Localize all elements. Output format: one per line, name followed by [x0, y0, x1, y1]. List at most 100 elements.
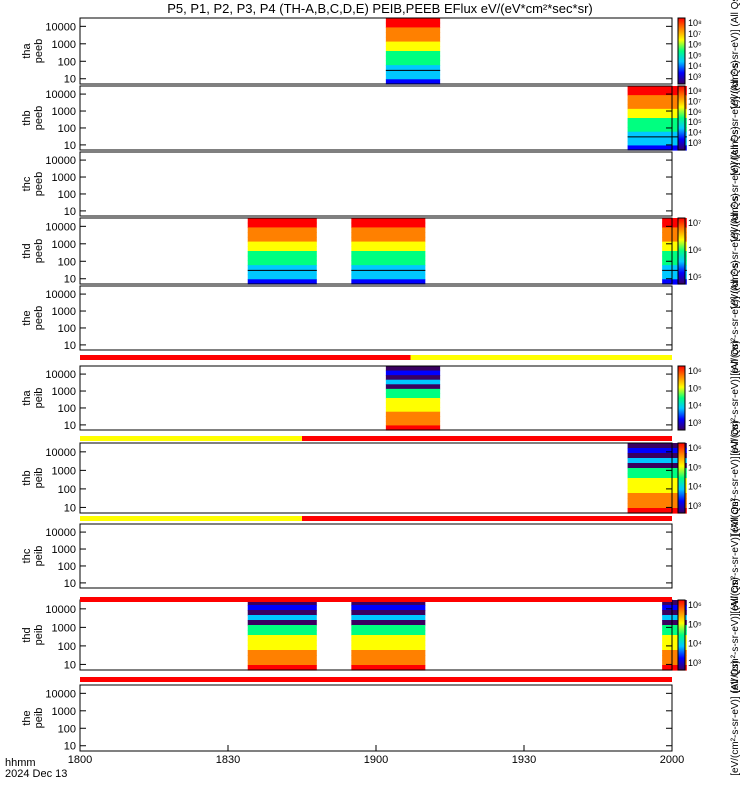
spectrogram-band — [385, 27, 441, 33]
colorbar-tick-label: 10⁶ — [688, 107, 702, 117]
spectrogram-band — [662, 222, 687, 229]
status-bar-segment — [302, 436, 672, 441]
spectrogram-band — [351, 610, 426, 616]
y-tick-label: 1000 — [52, 465, 76, 477]
y-tick-label: 1000 — [52, 306, 76, 318]
spectrogram-band — [351, 265, 426, 271]
y-axis-label-probe: thb — [21, 110, 33, 125]
spectrogram-band — [351, 236, 426, 243]
y-tick-label: 100 — [58, 256, 76, 268]
colorbar — [677, 599, 686, 671]
spectrogram-band — [627, 86, 687, 92]
spectrogram-band — [247, 645, 317, 651]
spectrogram-band — [247, 222, 317, 229]
spectrogram-band — [351, 227, 426, 233]
spectrogram-band — [351, 251, 426, 257]
panel-thb-peib: 10 100 1000 10000 thb peib 10⁶ 10⁵ 10⁴ 10³ [eV/(cm… — [21, 420, 741, 536]
x-tick-label: 1830 — [216, 754, 240, 766]
spectrogram-band — [247, 665, 317, 671]
spectrogram-band — [351, 605, 426, 611]
colorbar-label: [eV/(cm²-s-sr-eV)] (All Qs) — [730, 420, 741, 536]
panel-frame — [79, 85, 673, 151]
colorbar-tick-label: 10⁴ — [688, 639, 702, 649]
colorbar-tick-label: 10⁴ — [688, 128, 702, 138]
colorbar-label: [eV/(cm²-s-sr-eV)] (All Qs) — [730, 577, 741, 693]
spectrogram-band — [385, 36, 441, 43]
spectrogram-band — [627, 108, 687, 115]
colorbar-tick-label: 10⁵ — [688, 619, 702, 629]
colorbar-tick-label: 10⁵ — [688, 117, 702, 127]
spectrogram-band — [351, 640, 426, 646]
y-tick-label: 100 — [58, 403, 76, 415]
y-tick-label: 1000 — [52, 386, 76, 398]
y-axis-label-product: peib — [33, 468, 45, 489]
panel-thc-peeb: 10 100 1000 10000 thc peeb [eV/(cm²-s-sr-eV)] … — [21, 126, 741, 242]
spectrogram-band — [247, 246, 317, 252]
spectrogram-band — [247, 227, 317, 233]
colorbar-tick-label: 10⁶ — [688, 40, 702, 50]
spectrogram-band — [385, 74, 441, 80]
colorbar — [677, 17, 686, 85]
y-tick-label: 10 — [64, 502, 76, 514]
spectrogram-band — [247, 265, 317, 271]
y-tick-label: 1000 — [52, 239, 76, 251]
spectrogram-band — [247, 615, 317, 621]
y-tick-label: 1000 — [52, 622, 76, 634]
colorbar-tick-label: 10³ — [688, 658, 701, 668]
spectrogram-band — [247, 260, 317, 266]
spectrogram-band — [385, 398, 441, 404]
spectrogram-band — [385, 407, 441, 413]
spectrogram-band — [351, 218, 426, 224]
spectrogram-band — [662, 630, 687, 636]
colorbar-label: [eV/(cm²-s-sr-eV)] (All Qs) — [730, 0, 741, 109]
panel-tha-peib: 10 100 1000 10000 tha peib 10⁶ 10⁵ 10⁴ 10³ [eV/(cm… — [21, 340, 741, 456]
spectrogram-band — [351, 246, 426, 252]
x-tick-label: 2000 — [660, 754, 684, 766]
status-bar-segment — [80, 355, 411, 360]
spectrogram-band — [662, 640, 687, 646]
y-axis-label-product: peeb — [33, 39, 45, 63]
y-tick-label: 1000 — [52, 39, 76, 51]
spectrogram-band — [385, 366, 441, 372]
footer-date: 2024 Dec 13 — [5, 768, 67, 780]
spectrogram-band — [385, 411, 441, 417]
spectrogram-band — [247, 600, 317, 606]
status-bar-segment — [80, 516, 302, 521]
spectrogram-band — [385, 370, 441, 376]
y-tick-label: 10000 — [45, 21, 76, 33]
y-axis-label-product: peib — [33, 708, 45, 729]
spectrogram-band — [627, 463, 687, 469]
spectrogram-band — [627, 145, 687, 151]
spectrogram-band — [662, 600, 687, 606]
spectrogram-band — [247, 620, 317, 626]
y-tick-label: 100 — [58, 641, 76, 653]
y-tick-label: 10 — [64, 140, 76, 152]
y-tick-label: 100 — [58, 723, 76, 735]
panel-frame — [79, 684, 673, 752]
spectrogram-band — [351, 241, 426, 247]
spectrogram-band — [627, 95, 687, 101]
spectrogram-band — [662, 655, 687, 661]
spectrogram-band — [627, 118, 687, 124]
colorbar-tick-label: 10⁴ — [688, 482, 702, 492]
colorbar-tick-label: 10⁴ — [688, 401, 702, 411]
status-bar-segment — [410, 355, 672, 360]
panel-thd-peeb: 10 100 1000 10000 thd peeb 10⁷ 10⁶ 10⁵ [eV/(cm²-s… — [21, 193, 741, 309]
y-axis-label-product: peib — [33, 625, 45, 646]
y-tick-label: 10000 — [45, 604, 76, 616]
spectrogram-band — [385, 402, 441, 408]
panel-frame — [79, 442, 673, 514]
y-axis-label-product: peib — [33, 388, 45, 409]
spectrogram-band — [627, 131, 687, 137]
spectrogram-band — [247, 241, 317, 247]
spectrogram-band — [247, 236, 317, 243]
y-axis-label-probe: tha — [21, 389, 33, 405]
y-axis-label-product: peeb — [33, 172, 45, 196]
spectrogram-band — [351, 665, 426, 671]
colorbar-tick-label: 10⁴ — [688, 61, 702, 71]
spectrogram-band — [351, 279, 426, 285]
spectrogram-band — [351, 620, 426, 626]
colorbar-tick-label: 10³ — [688, 138, 701, 148]
